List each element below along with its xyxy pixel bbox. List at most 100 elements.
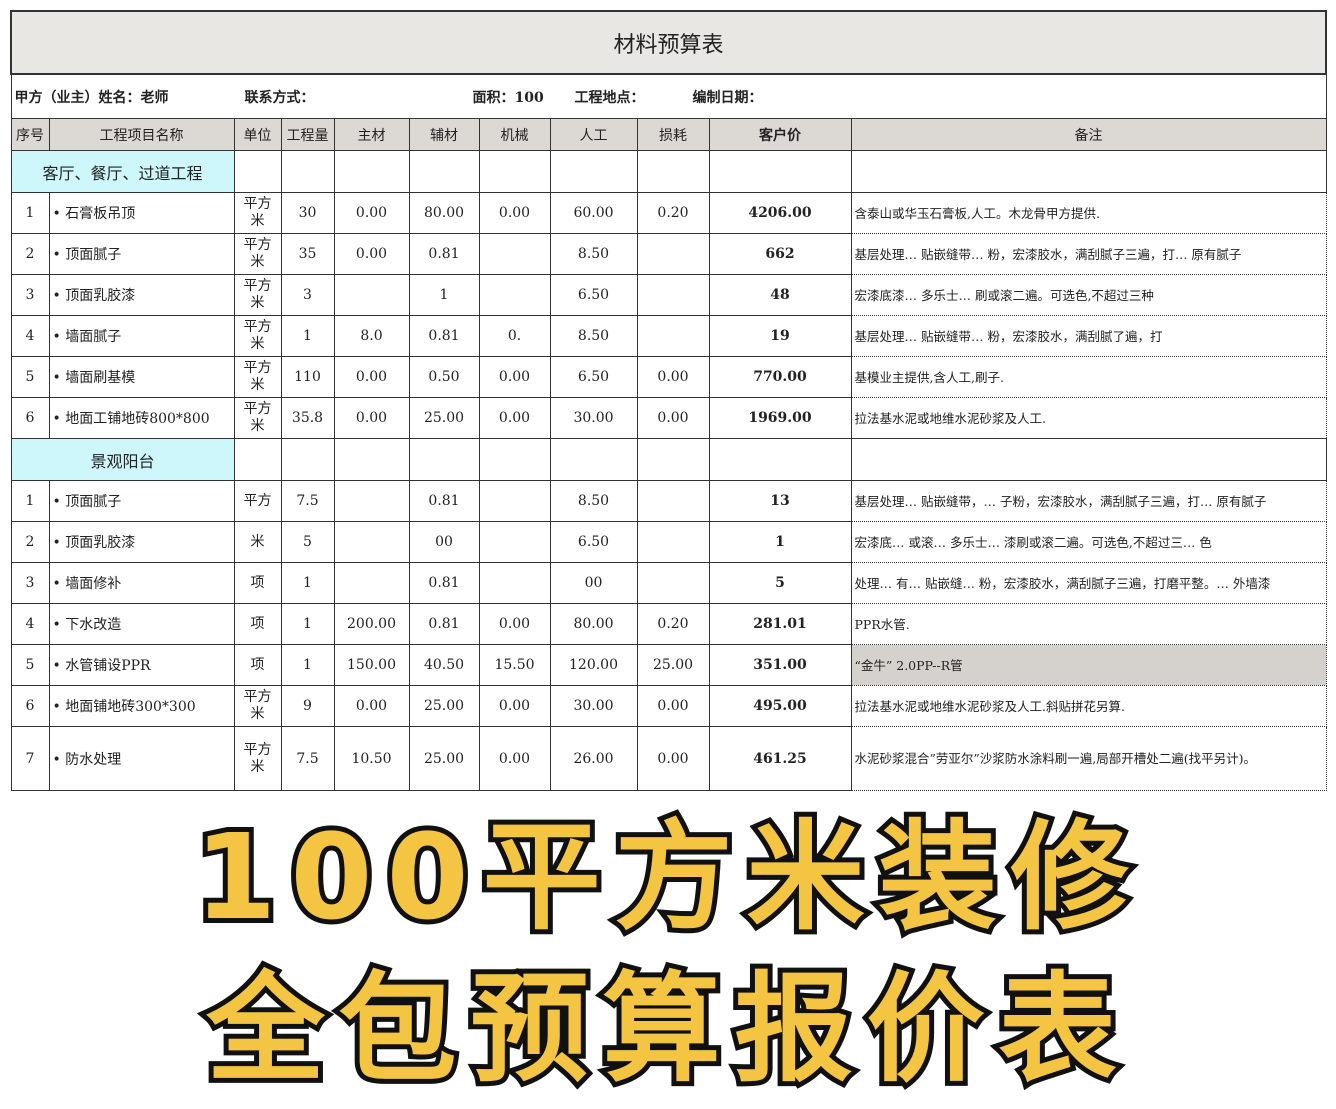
cell[interactable]: 0.00 <box>478 685 551 727</box>
cell[interactable] <box>478 562 551 604</box>
cell[interactable]: 15.50 <box>478 644 551 686</box>
cell[interactable]: 4 <box>10 603 50 645</box>
cell[interactable]: 平方米 <box>233 726 282 791</box>
cell[interactable]: 8.50 <box>549 315 638 357</box>
cell[interactable]: 80.00 <box>549 603 638 645</box>
cell[interactable]: 0.81 <box>408 480 480 522</box>
cell[interactable]: 平方米 <box>233 315 282 357</box>
cell[interactable]: 基模业主提供,含人工,刷子. <box>850 356 1327 398</box>
cell[interactable] <box>478 480 551 522</box>
cell[interactable] <box>478 521 551 563</box>
cell[interactable]: 150.00 <box>333 644 410 686</box>
cell[interactable]: “金牛” 2.0PP--R管 <box>850 644 1327 686</box>
cell[interactable]: 3 <box>10 562 50 604</box>
cell[interactable]: 水泥砂浆混合”劳亚尔”沙浆防水涂料刷一遍,局部开槽处二遍(找平另计)。 <box>850 726 1327 791</box>
cell[interactable]: 平方米 <box>233 192 282 234</box>
cell[interactable]: 770.00 <box>708 356 852 398</box>
cell[interactable]: 1 <box>10 480 50 522</box>
cell[interactable]: 5 <box>708 562 852 604</box>
cell[interactable]: • 顶面乳胶漆 <box>48 521 235 563</box>
cell[interactable] <box>333 562 410 604</box>
cell[interactable]: 0.00 <box>333 685 410 727</box>
cell[interactable]: • 顶面乳胶漆 <box>48 274 235 316</box>
cell[interactable]: 宏漆底漆… 多乐士… 刷或滚二遍。可选色,不超过三种 <box>850 274 1327 316</box>
cell[interactable]: 6.50 <box>549 274 638 316</box>
cell[interactable]: PPR水管. <box>850 603 1327 645</box>
cell[interactable] <box>478 274 551 316</box>
cell[interactable]: 0.00 <box>478 603 551 645</box>
cell[interactable]: 1969.00 <box>708 397 852 439</box>
cell[interactable]: 0.20 <box>636 192 710 234</box>
cell[interactable]: 30.00 <box>549 397 638 439</box>
cell[interactable]: 8.0 <box>333 315 410 357</box>
cell[interactable]: 25.00 <box>408 726 480 791</box>
cell[interactable]: 1 <box>280 315 335 357</box>
cell[interactable] <box>333 480 410 522</box>
cell[interactable]: 25.00 <box>408 685 480 727</box>
cell[interactable]: • 地面铺地砖300*300 <box>48 685 235 727</box>
cell[interactable] <box>636 315 710 357</box>
cell[interactable]: 5 <box>10 644 50 686</box>
cell[interactable]: 7.5 <box>280 480 335 522</box>
cell[interactable]: 拉法基水泥或地维水泥砂浆及人工.斜贴拼花另算. <box>850 685 1327 727</box>
cell[interactable]: 0.00 <box>333 233 410 275</box>
cell[interactable]: 4206.00 <box>708 192 852 234</box>
cell[interactable]: 0.00 <box>636 685 710 727</box>
cell[interactable]: 35.8 <box>280 397 335 439</box>
cell[interactable]: 0.00 <box>478 726 551 791</box>
cell[interactable]: 0.00 <box>636 726 710 791</box>
cell[interactable]: 0.00 <box>478 397 551 439</box>
cell[interactable]: • 防水处理 <box>48 726 235 791</box>
cell[interactable]: 281.01 <box>708 603 852 645</box>
cell[interactable]: 6.50 <box>549 521 638 563</box>
cell[interactable] <box>636 274 710 316</box>
cell[interactable]: 0.00 <box>333 397 410 439</box>
cell[interactable]: • 地面工铺地砖800*800 <box>48 397 235 439</box>
cell[interactable]: • 墙面修补 <box>48 562 235 604</box>
cell[interactable]: 平方米 <box>233 685 282 727</box>
cell[interactable]: 25.00 <box>408 397 480 439</box>
cell[interactable]: 461.25 <box>708 726 852 791</box>
cell[interactable]: 7 <box>10 726 50 791</box>
cell[interactable]: 1 <box>408 274 480 316</box>
cell[interactable]: 1 <box>10 192 50 234</box>
cell[interactable]: 平方米 <box>233 233 282 275</box>
cell[interactable]: 60.00 <box>549 192 638 234</box>
cell[interactable] <box>636 562 710 604</box>
cell[interactable]: 10.50 <box>333 726 410 791</box>
cell[interactable]: 30.00 <box>549 685 638 727</box>
cell[interactable]: 30 <box>280 192 335 234</box>
cell[interactable] <box>333 274 410 316</box>
cell[interactable] <box>636 480 710 522</box>
cell[interactable]: 6 <box>10 685 50 727</box>
cell[interactable] <box>478 233 551 275</box>
cell[interactable]: 7.5 <box>280 726 335 791</box>
cell[interactable]: 9 <box>280 685 335 727</box>
cell[interactable]: • 顶面腻子 <box>48 480 235 522</box>
cell[interactable]: 662 <box>708 233 852 275</box>
cell[interactable]: 平方 <box>233 480 282 522</box>
cell[interactable]: 4 <box>10 315 50 357</box>
cell[interactable]: 处理… 有… 贴嵌缝… 粉，宏漆胶水，满刮腻子三遍，打磨平整。… 外墙漆 <box>850 562 1327 604</box>
cell[interactable]: 8.50 <box>549 480 638 522</box>
cell[interactable] <box>333 521 410 563</box>
cell[interactable]: 351.00 <box>708 644 852 686</box>
cell[interactable]: 0.81 <box>408 562 480 604</box>
cell[interactable]: 3 <box>280 274 335 316</box>
cell[interactable]: 48 <box>708 274 852 316</box>
cell[interactable]: 0.00 <box>333 192 410 234</box>
cell[interactable]: 0.00 <box>478 192 551 234</box>
cell[interactable]: 35 <box>280 233 335 275</box>
cell[interactable]: 0.81 <box>408 603 480 645</box>
cell[interactable]: • 水管铺设PPR <box>48 644 235 686</box>
cell[interactable]: 0. <box>478 315 551 357</box>
cell[interactable]: 项 <box>233 562 282 604</box>
cell[interactable]: 0.50 <box>408 356 480 398</box>
cell[interactable]: 13 <box>708 480 852 522</box>
cell[interactable]: 含泰山或华玉石膏板,人工。木龙骨甲方提供. <box>850 192 1327 234</box>
cell[interactable]: 26.00 <box>549 726 638 791</box>
cell[interactable]: 项 <box>233 644 282 686</box>
cell[interactable]: 0.20 <box>636 603 710 645</box>
cell[interactable]: 宏漆底… 或滚… 多乐士… 漆刷或滚二遍。可选色,不超过三… 色 <box>850 521 1327 563</box>
cell[interactable]: 5 <box>280 521 335 563</box>
